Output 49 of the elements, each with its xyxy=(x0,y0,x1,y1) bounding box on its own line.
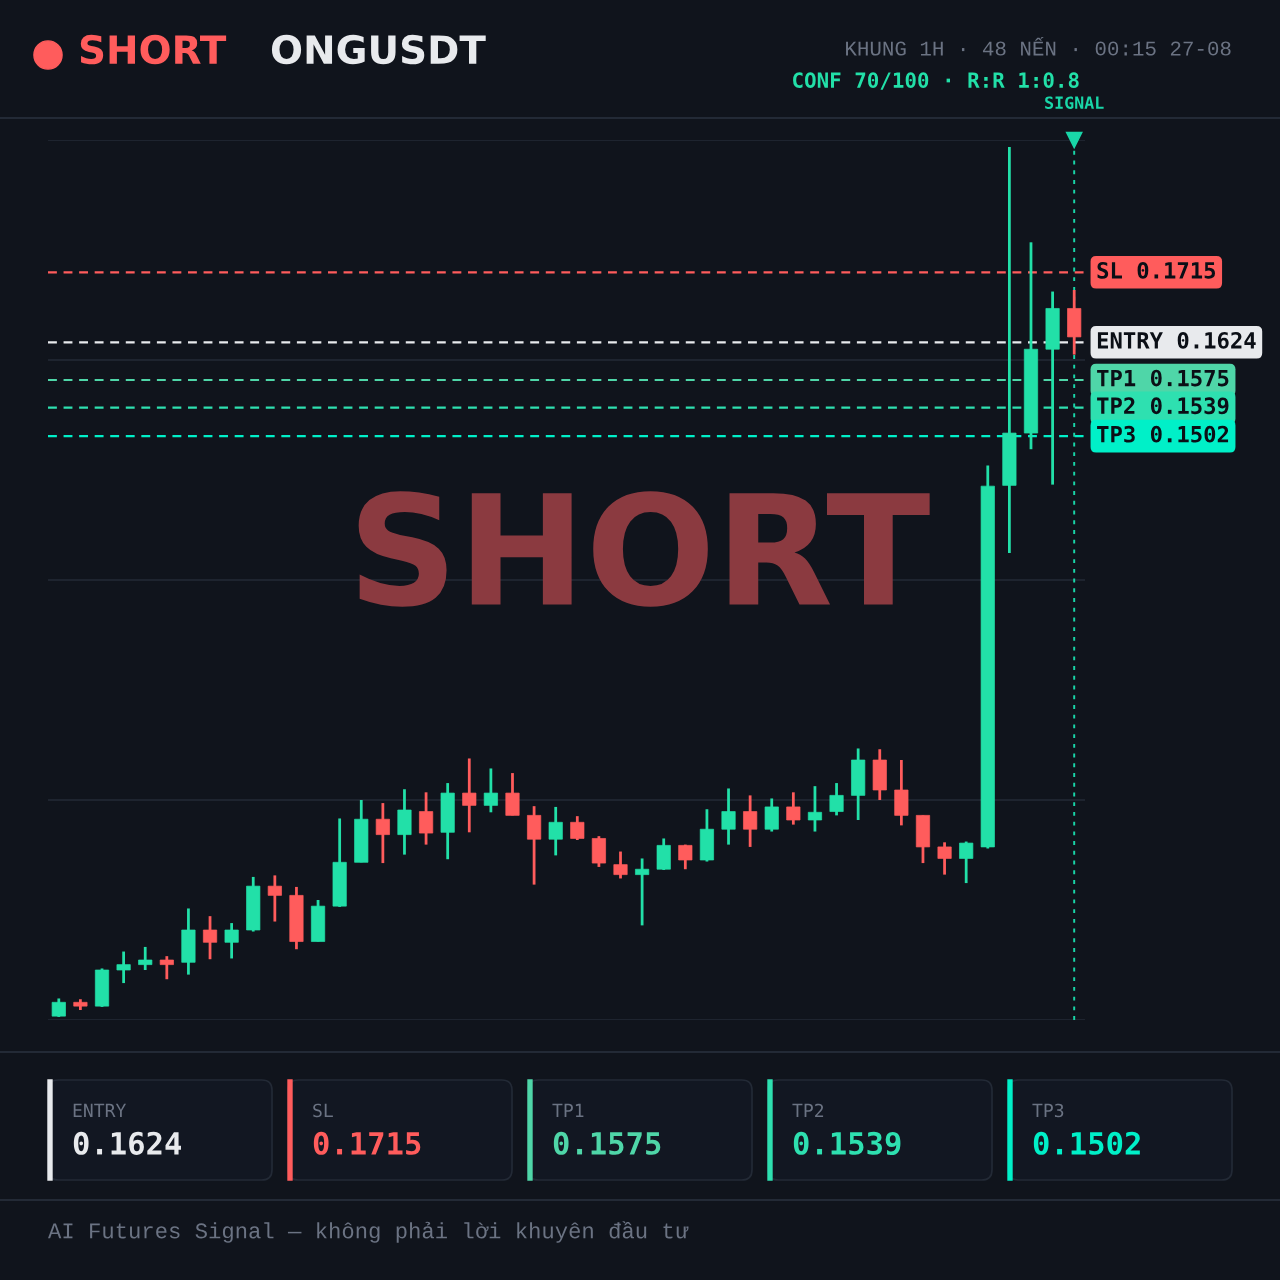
candlestick xyxy=(959,840,974,885)
text: TP1 xyxy=(552,1103,584,1118)
candlestick xyxy=(505,771,520,817)
ref-line-label: TP2 0.1539 xyxy=(1097,397,1229,415)
candlestick xyxy=(375,801,390,865)
candlestick xyxy=(202,914,218,961)
candlestick xyxy=(462,757,477,834)
text: 0.1539 xyxy=(793,1131,901,1156)
ref-line-label: TP3 0.1502 xyxy=(1097,425,1229,443)
text: SIGNAL xyxy=(1045,96,1104,109)
candlestick xyxy=(419,790,434,847)
candlestick xyxy=(807,784,822,833)
candlestick xyxy=(678,843,693,871)
candlestick xyxy=(116,950,131,985)
ref-line-label: ENTRY 0.1624 xyxy=(1097,331,1256,349)
text: 0.1715 xyxy=(313,1131,421,1155)
candlestick xyxy=(656,837,671,872)
candlestick xyxy=(635,857,650,927)
ref-line-label: TP1 0.1575 xyxy=(1097,369,1229,387)
candlestick xyxy=(548,805,563,857)
candlestick xyxy=(51,997,66,1019)
candlestick xyxy=(764,797,779,833)
candlestick xyxy=(613,850,628,880)
candlestick xyxy=(721,787,736,847)
text: SL xyxy=(313,1103,333,1118)
candlestick xyxy=(224,921,239,960)
text: TP3 xyxy=(1032,1103,1064,1118)
candlestick xyxy=(138,945,153,972)
text: 0.1624 xyxy=(73,1131,182,1155)
candlestick xyxy=(743,793,758,849)
text: 0.1502 xyxy=(1033,1131,1140,1155)
candlestick xyxy=(527,804,542,887)
chart-subtitle: ONGUSDT xyxy=(271,34,486,65)
text: CONF 70/100 · R:R 1:0.8 xyxy=(793,72,1079,90)
text: 0.1575 xyxy=(553,1131,661,1155)
text: KHUNG 1H · 48 NẾN · 00:15 27-08 xyxy=(846,36,1231,56)
candlestick xyxy=(937,840,952,877)
candlestick xyxy=(829,781,844,817)
ref-line-label: SL 0.1715 xyxy=(1097,261,1216,279)
text: ENTRY xyxy=(73,1103,127,1118)
candlestick xyxy=(159,954,174,981)
candlestick xyxy=(483,767,498,814)
candlestick xyxy=(570,814,585,842)
annotation: SHORT xyxy=(358,491,930,607)
candlestick xyxy=(786,790,801,827)
text: TP2 xyxy=(792,1103,824,1118)
text: AI Futures Signal — không phải lời khuyên đầu tư xyxy=(48,1221,689,1243)
candlestick xyxy=(267,873,282,923)
chart-title: SHORT xyxy=(80,34,227,65)
